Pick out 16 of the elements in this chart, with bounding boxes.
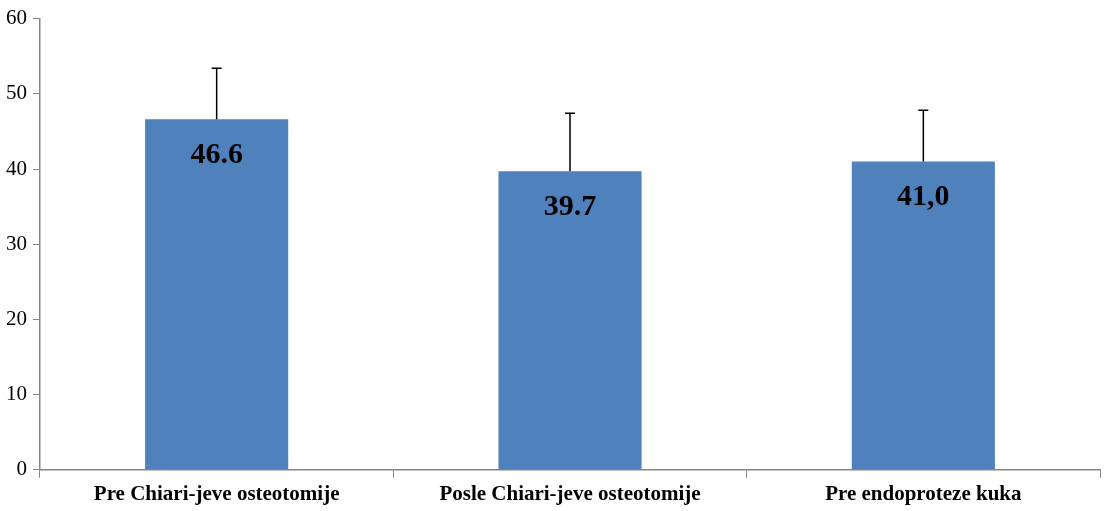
x-tick-label: Pre Chiari-jeve osteotomije bbox=[93, 480, 340, 505]
y-tick-label: 0 bbox=[16, 456, 27, 481]
y-tick-label: 40 bbox=[6, 155, 27, 180]
x-tick-label: Pre endoproteze kuka bbox=[825, 480, 1023, 505]
bar bbox=[851, 161, 995, 470]
y-tick-label: 10 bbox=[6, 381, 27, 406]
x-tick-label: Posle Chiari-jeve osteotomije bbox=[439, 480, 701, 505]
data-label: 41,0 bbox=[897, 178, 950, 212]
data-label: 39.7 bbox=[543, 188, 597, 222]
y-tick-label: 50 bbox=[6, 80, 27, 105]
data-label: 46.6 bbox=[190, 136, 243, 170]
bar bbox=[498, 171, 642, 470]
y-tick-label: 20 bbox=[6, 305, 27, 330]
y-tick-label: 60 bbox=[6, 5, 27, 30]
bar bbox=[145, 119, 289, 470]
y-tick-label: 30 bbox=[6, 230, 27, 255]
